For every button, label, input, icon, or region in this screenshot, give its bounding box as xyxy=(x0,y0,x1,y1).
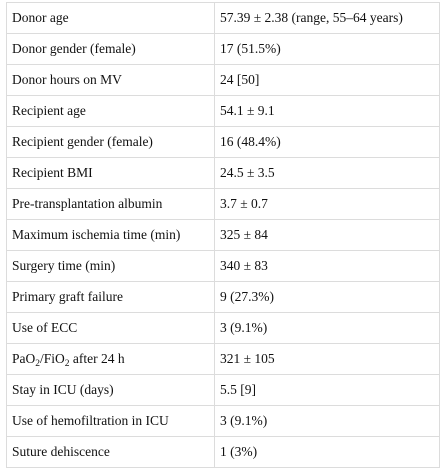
row-value: 1 (3%) xyxy=(214,436,440,468)
row-label: Donor age xyxy=(6,2,215,34)
row-value: 16 (48.4%) xyxy=(214,126,440,158)
subscript: 2 xyxy=(64,359,70,369)
table-row: Donor gender (female) 17 (51.5%) xyxy=(6,33,440,65)
row-label: Recipient BMI xyxy=(6,157,215,189)
row-value: 57.39 ± 2.38 (range, 55–64 years) xyxy=(214,2,440,34)
row-label: Donor gender (female) xyxy=(6,33,215,65)
row-value: 54.1 ± 9.1 xyxy=(214,95,440,127)
data-table: Donor age 57.39 ± 2.38 (range, 55–64 year… xyxy=(6,2,440,468)
row-value: 321 ± 105 xyxy=(214,343,440,375)
row-label: Donor hours on MV xyxy=(6,64,215,96)
row-value: 325 ± 84 xyxy=(214,219,440,251)
table-row: Use of hemofiltration in ICU 3 (9.1%) xyxy=(6,405,440,437)
row-label: PaO2/FiO2 after 24 h xyxy=(6,343,215,375)
label-text: /FiO xyxy=(40,351,65,366)
row-value: 24 [50] xyxy=(214,64,440,96)
table-row: Recipient BMI 24.5 ± 3.5 xyxy=(6,157,440,189)
row-value: 340 ± 83 xyxy=(214,250,440,282)
row-label: Suture dehiscence xyxy=(6,436,215,468)
row-label: Primary graft failure xyxy=(6,281,215,313)
row-value: 3 (9.1%) xyxy=(214,405,440,437)
row-label: Recipient gender (female) xyxy=(6,126,215,158)
row-value: 24.5 ± 3.5 xyxy=(214,157,440,189)
row-label: Stay in ICU (days) xyxy=(6,374,215,406)
table-row: Stay in ICU (days) 5.5 [9] xyxy=(6,374,440,406)
subscript: 2 xyxy=(35,359,40,369)
row-label: Use of hemofiltration in ICU xyxy=(6,405,215,437)
row-value: 5.5 [9] xyxy=(214,374,440,406)
table-row: Recipient gender (female) 16 (48.4%) xyxy=(6,126,440,158)
row-label: Surgery time (min) xyxy=(6,250,215,282)
row-value: 9 (27.3%) xyxy=(214,281,440,313)
table-row: Recipient age 54.1 ± 9.1 xyxy=(6,95,440,127)
row-label: Recipient age xyxy=(6,95,215,127)
table-row: Donor age 57.39 ± 2.38 (range, 55–64 year… xyxy=(6,2,440,34)
table-row: Use of ECC 3 (9.1%) xyxy=(6,312,440,344)
label-text: PaO xyxy=(12,351,36,366)
row-value: 3 (9.1%) xyxy=(214,312,440,344)
label-text: after 24 h xyxy=(69,351,125,366)
row-label: Maximum ischemia time (min) xyxy=(6,219,215,251)
row-value: 17 (51.5%) xyxy=(214,33,440,65)
table-row: Pre-transplantation albumin 3.7 ± 0.7 xyxy=(6,188,440,220)
table-row: Donor hours on MV 24 [50] xyxy=(6,64,440,96)
row-value: 3.7 ± 0.7 xyxy=(214,188,440,220)
row-label: Use of ECC xyxy=(6,312,215,344)
row-label: Pre-transplantation albumin xyxy=(6,188,215,220)
table-row: Surgery time (min) 340 ± 83 xyxy=(6,250,440,282)
table-row: Suture dehiscence 1 (3%) xyxy=(6,436,440,468)
table-row: Maximum ischemia time (min) 325 ± 84 xyxy=(6,219,440,251)
table-row: PaO2/FiO2 after 24 h 321 ± 105 xyxy=(6,343,440,375)
table-row: Primary graft failure 9 (27.3%) xyxy=(6,281,440,313)
